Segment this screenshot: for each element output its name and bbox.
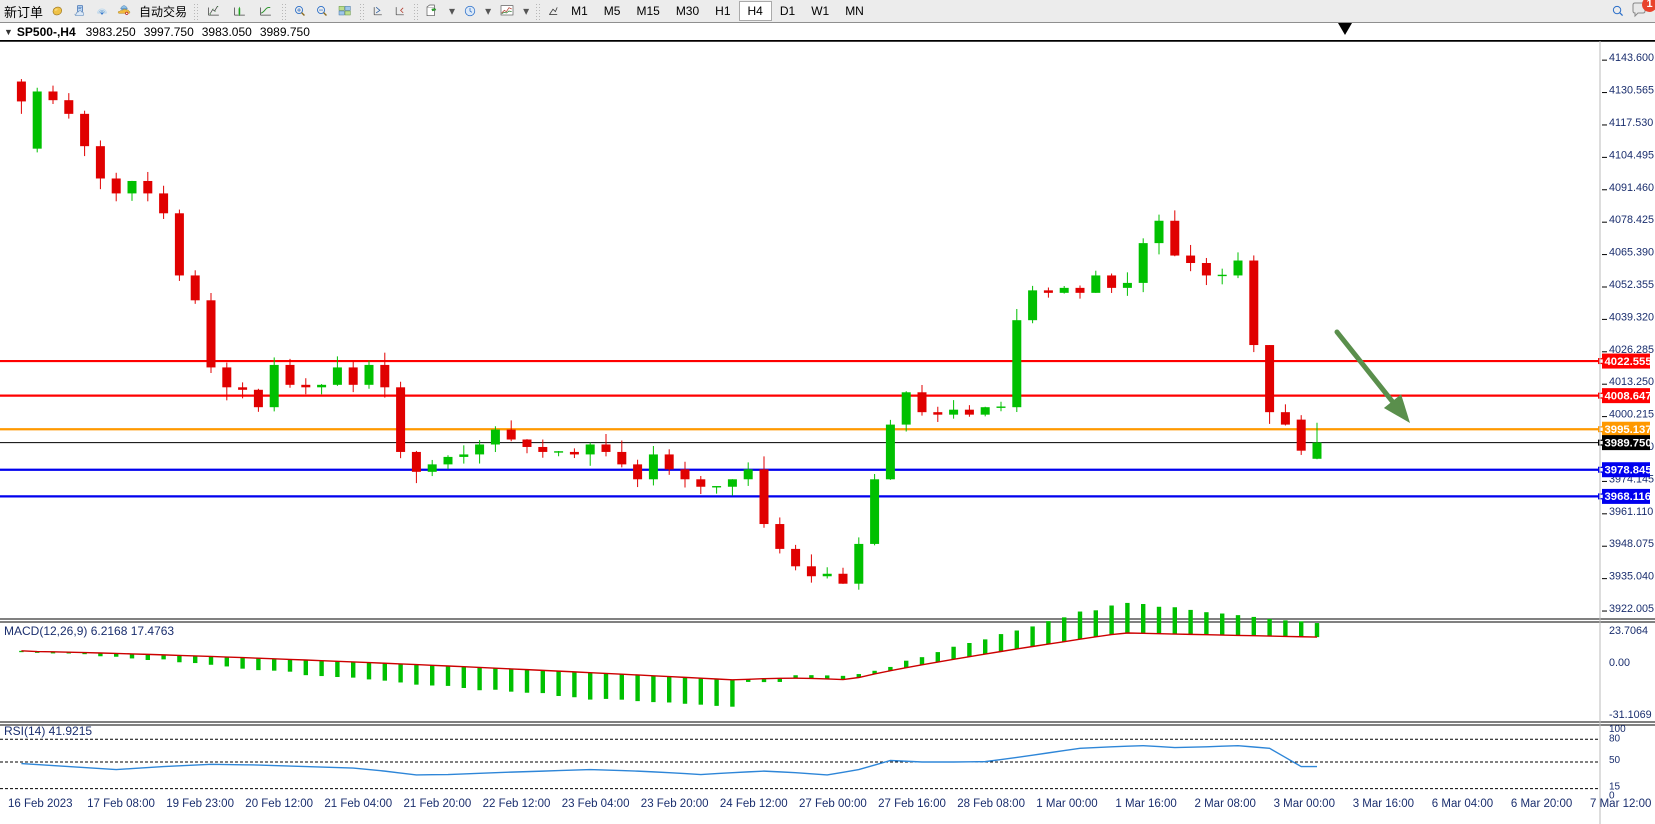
svg-text:3961.110: 3961.110 <box>1609 506 1653 518</box>
svg-text:50: 50 <box>1609 755 1621 766</box>
svg-text:23 Feb 20:00: 23 Feb 20:00 <box>641 798 709 810</box>
svg-text:4078.425: 4078.425 <box>1609 214 1654 226</box>
svg-text:3 Mar 16:00: 3 Mar 16:00 <box>1353 798 1414 810</box>
svg-text:23 Feb 04:00: 23 Feb 04:00 <box>562 798 630 810</box>
svg-text:2 Mar 08:00: 2 Mar 08:00 <box>1195 798 1256 810</box>
svg-text:4065.390: 4065.390 <box>1609 247 1654 259</box>
svg-text:4000.215: 4000.215 <box>1609 409 1654 421</box>
svg-text:3 Mar 00:00: 3 Mar 00:00 <box>1274 798 1335 810</box>
svg-text:1 Mar 00:00: 1 Mar 00:00 <box>1036 798 1097 810</box>
svg-text:3968.116: 3968.116 <box>1605 491 1652 503</box>
svg-text:4008.647: 4008.647 <box>1605 390 1652 402</box>
svg-text:0.00: 0.00 <box>1609 657 1630 669</box>
svg-text:7 Mar 12:00: 7 Mar 12:00 <box>1590 798 1651 810</box>
svg-text:21 Feb 20:00: 21 Feb 20:00 <box>404 798 472 810</box>
svg-text:28 Feb 08:00: 28 Feb 08:00 <box>957 798 1025 810</box>
svg-text:20 Feb 12:00: 20 Feb 12:00 <box>245 798 313 810</box>
svg-text:3978.845: 3978.845 <box>1605 465 1652 477</box>
svg-text:4091.460: 4091.460 <box>1609 182 1654 194</box>
svg-text:16 Feb 2023: 16 Feb 2023 <box>8 798 73 810</box>
svg-text:4117.530: 4117.530 <box>1609 117 1653 129</box>
svg-text:3935.040: 3935.040 <box>1609 571 1654 583</box>
svg-text:3922.005: 3922.005 <box>1609 603 1654 615</box>
svg-text:3995.137: 3995.137 <box>1605 424 1652 436</box>
svg-text:23.7064: 23.7064 <box>1609 625 1648 637</box>
svg-text:4039.320: 4039.320 <box>1609 311 1654 323</box>
svg-text:17 Feb 08:00: 17 Feb 08:00 <box>87 798 155 810</box>
svg-text:MACD(12,26,9) 6.2168 17.4763: MACD(12,26,9) 6.2168 17.4763 <box>4 624 174 638</box>
svg-text:4130.565: 4130.565 <box>1609 85 1654 97</box>
svg-text:6 Mar 04:00: 6 Mar 04:00 <box>1432 798 1493 810</box>
svg-text:4052.355: 4052.355 <box>1609 279 1654 291</box>
svg-text:4143.600: 4143.600 <box>1609 52 1654 64</box>
svg-text:4022.555: 4022.555 <box>1605 356 1652 368</box>
svg-text:6 Mar 20:00: 6 Mar 20:00 <box>1511 798 1572 810</box>
svg-text:22 Feb 12:00: 22 Feb 12:00 <box>483 798 551 810</box>
svg-text:80: 80 <box>1609 734 1621 745</box>
svg-text:RSI(14) 41.9215: RSI(14) 41.9215 <box>4 724 92 738</box>
svg-text:3989.750: 3989.750 <box>1605 437 1652 449</box>
svg-text:27 Feb 16:00: 27 Feb 16:00 <box>878 798 946 810</box>
svg-text:21 Feb 04:00: 21 Feb 04:00 <box>324 798 392 810</box>
svg-text:27 Feb 00:00: 27 Feb 00:00 <box>799 798 867 810</box>
svg-text:19 Feb 23:00: 19 Feb 23:00 <box>166 798 234 810</box>
svg-text:24 Feb 12:00: 24 Feb 12:00 <box>720 798 788 810</box>
svg-text:1 Mar 16:00: 1 Mar 16:00 <box>1115 798 1176 810</box>
svg-text:4104.495: 4104.495 <box>1609 149 1654 161</box>
svg-text:-31.1069: -31.1069 <box>1609 709 1652 721</box>
svg-text:3948.075: 3948.075 <box>1609 538 1654 550</box>
svg-text:4013.250: 4013.250 <box>1609 376 1654 388</box>
